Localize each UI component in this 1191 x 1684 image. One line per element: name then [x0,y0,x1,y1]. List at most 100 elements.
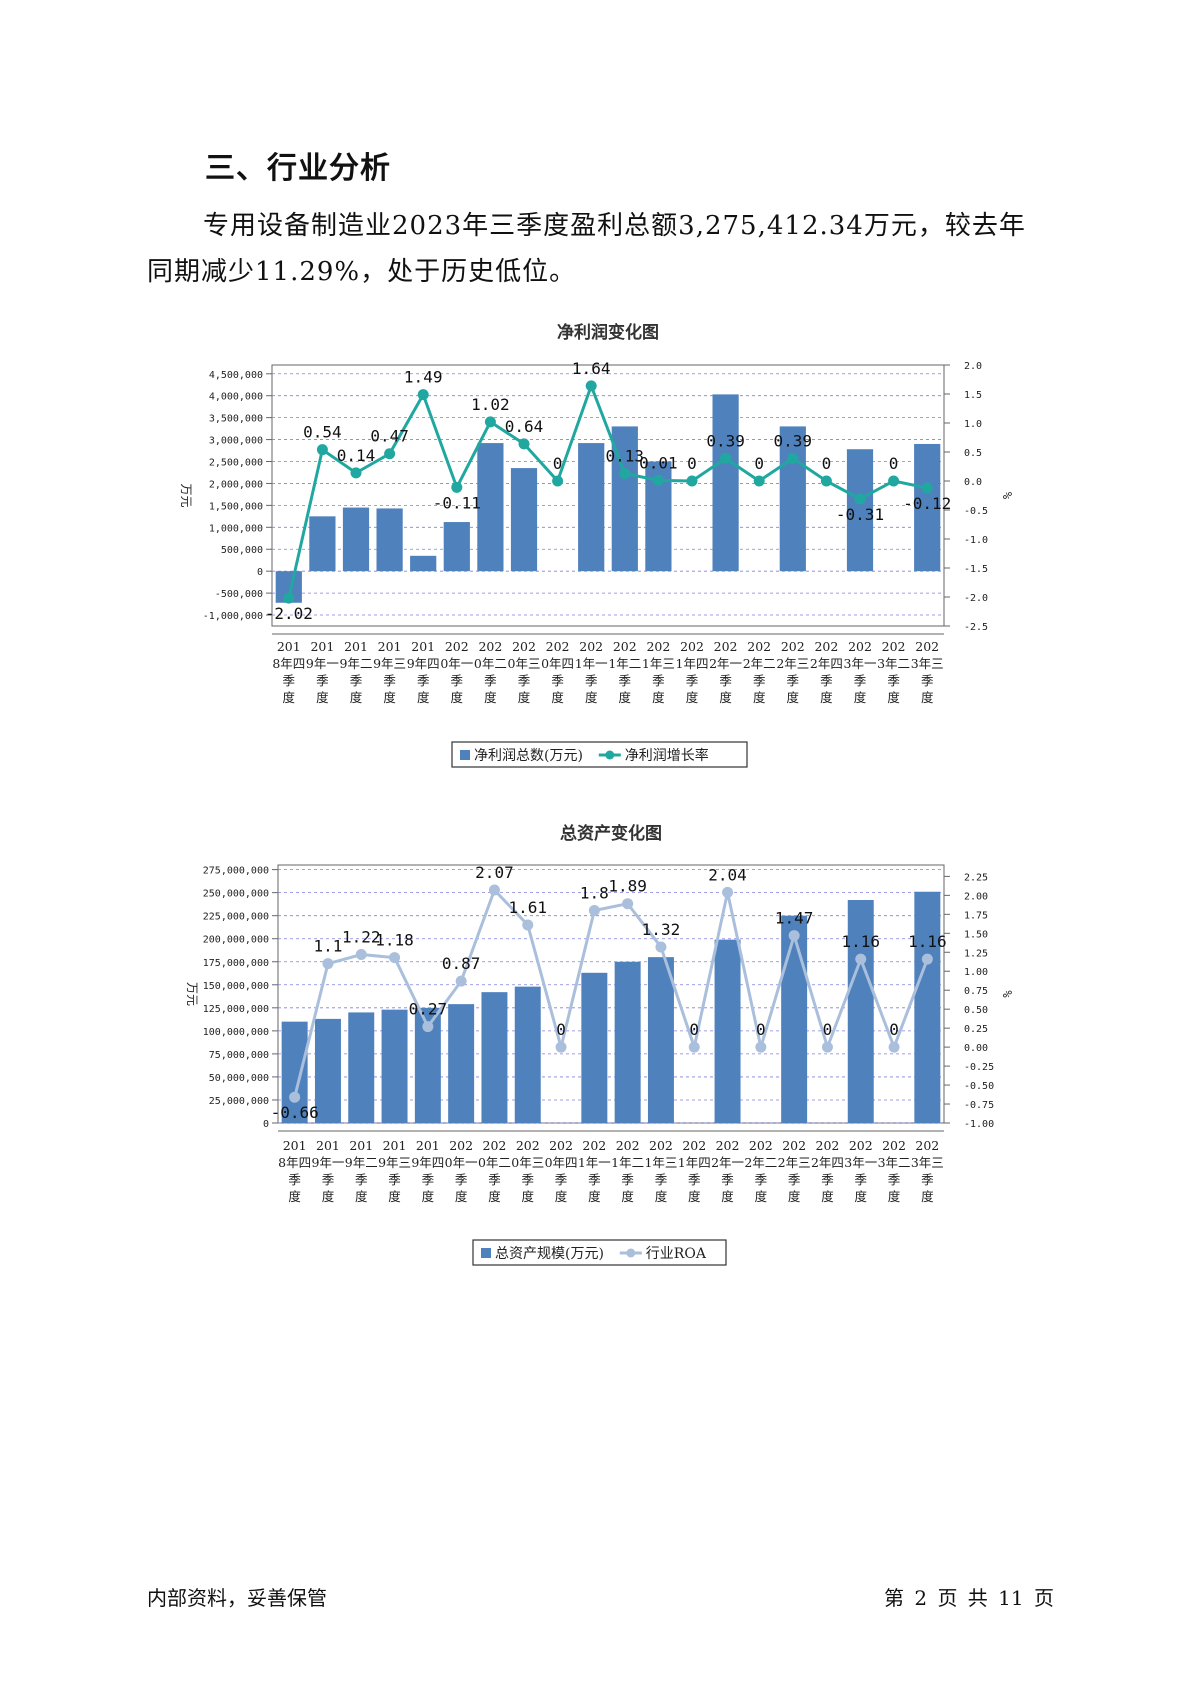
data-label: 0 [689,1020,699,1039]
line-point [755,1041,767,1053]
y2-tick-label: 1.75 [964,910,988,921]
data-label: 0 [556,1020,566,1039]
data-label: 0.54 [303,423,342,442]
legend-bar-label: 总资产规模(万元) [495,1246,604,1262]
data-label: -0.31 [836,505,884,524]
data-label: 0.13 [606,446,645,465]
line-point [384,448,396,460]
y-tick-label: 0 [263,1119,269,1130]
line-point [488,884,500,896]
bar [381,1009,408,1123]
y2-tick-label: -0.5 [964,506,988,517]
section-heading: 三、行业分析 [205,151,391,186]
y-tick-label: 50,000,000 [209,1073,269,1084]
line-point [722,886,734,898]
x-tick-label: 201 9年一季度 [311,1138,344,1204]
y-tick-label: 175,000,000 [203,958,269,969]
bar [348,1012,375,1123]
y2-axis-label: % [1000,990,1014,998]
bar [914,891,941,1123]
data-label: 2.07 [475,863,514,882]
x-tick-label: 201 9年四季度 [411,1138,444,1204]
line-point [350,467,362,479]
net-profit-chart: 净利润变化图 -1,000,000 -500,000 0 500,000 1,000,00… [179,322,1014,768]
series-line [293,888,929,1098]
legend-bar-swatch [460,750,470,760]
line-point [921,482,933,494]
y-tick-label: 250,000,000 [203,889,269,900]
line-point [821,1041,833,1053]
data-label: 1.8 [580,884,609,903]
x-tick-label: 202 1年一季度 [578,1138,611,1204]
bar [481,992,508,1123]
data-label: 0.39 [706,431,745,450]
y-tick-label: -500,000 [215,589,263,600]
line-point [820,475,832,487]
line-point [652,474,664,486]
y2-tick-label: 0.00 [964,1043,988,1054]
y-tick-label: 125,000,000 [203,1004,269,1015]
data-label: 1.02 [471,395,510,414]
data-label: -0.11 [433,493,481,512]
x-tick-label: 201 9年一季度 [306,639,339,705]
x-tick-label: 202 1年二季度 [611,1138,644,1204]
data-label: 0.39 [774,431,813,450]
legend-box [472,1239,727,1266]
line-point [588,905,600,917]
x-tick-label: 201 8年四季度 [272,639,305,705]
x-tick-label: 202 1年四季度 [676,639,709,705]
line-point [417,389,429,401]
line-point [619,467,631,479]
legend-line-marker [626,1248,636,1258]
y-tick-label: 75,000,000 [209,1050,269,1061]
line-point [921,953,933,965]
y2-tick-label: 2.00 [964,891,988,902]
data-label: 1.1 [313,937,342,956]
y2-tick-label: -2.5 [964,622,988,633]
data-label: -2.02 [265,604,313,623]
data-label: 1.16 [841,932,880,951]
bar [581,972,608,1123]
legend-bar-label: 净利润总数(万元) [474,748,583,764]
x-tick-label: 201 8年四季度 [278,1138,311,1204]
bar [410,555,437,572]
line-point [322,958,334,970]
bar [443,522,470,572]
line-point [655,941,667,953]
x-tick-label: 202 2年一季度 [709,639,742,705]
bar [448,1004,475,1123]
y2-tick-label: 1.5 [964,390,982,401]
bar [281,1021,308,1123]
x-tick-label: 201 9年三季度 [378,1138,411,1204]
data-label: 1.32 [642,920,681,939]
bar [714,939,741,1123]
data-label: 1.22 [342,928,381,947]
x-tick-label: 202 0年一季度 [440,639,473,705]
y-tick-label: 4,500,000 [209,370,263,381]
legend-line-marker [605,750,615,760]
y2-tick-label: -2.0 [964,593,988,604]
bar [314,1018,341,1123]
x-tick-label: 202 3年三季度 [911,1138,944,1204]
data-label: 1.16 [908,932,947,951]
line-point [555,1041,567,1053]
x-tick-label: 202 0年四季度 [545,1138,578,1204]
x-tick-label: 202 0年四季度 [541,639,574,705]
x-tick-label: 202 1年二季度 [608,639,641,705]
y-tick-label: 150,000,000 [203,981,269,992]
line-point [788,930,800,942]
data-label: 0.64 [505,417,544,436]
data-label: 2.04 [708,865,747,884]
data-label: 0 [687,454,697,473]
line-point [455,975,467,987]
bar [846,449,874,572]
data-label: 0.27 [409,1000,448,1019]
line-point [518,438,530,450]
line-point [787,452,799,464]
y2-tick-label: -0.75 [964,1100,994,1111]
y2-tick-label: 0.0 [964,477,982,488]
x-tick-label: 202 3年一季度 [844,639,877,705]
y-tick-label: 2,500,000 [209,458,263,469]
y-tick-label: 4,000,000 [209,392,263,403]
x-tick-label: 202 2年二季度 [744,1138,777,1204]
